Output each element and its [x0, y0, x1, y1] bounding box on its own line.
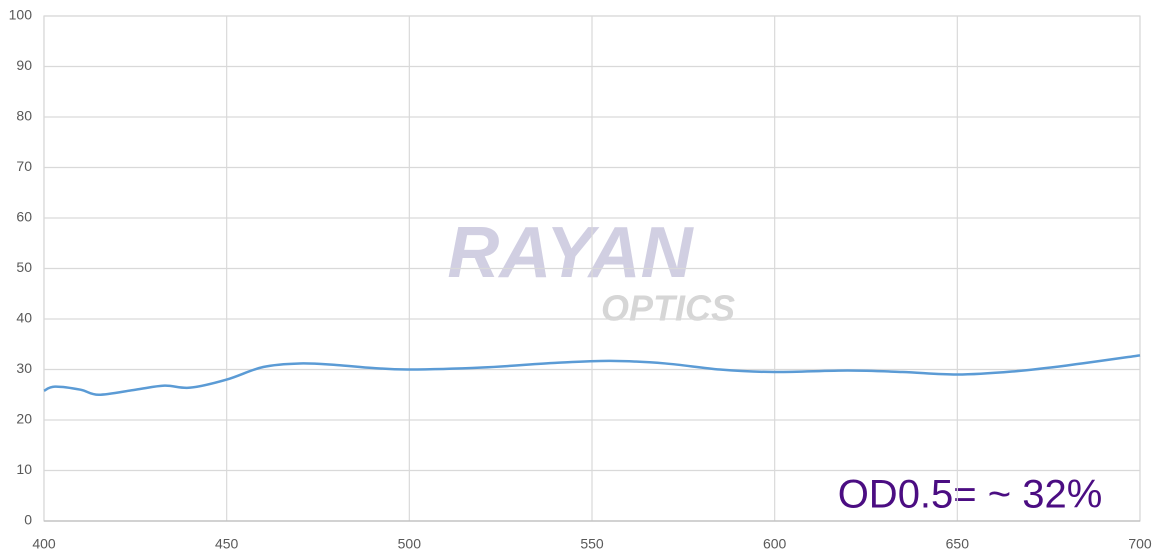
x-tick-label: 500 — [398, 536, 422, 552]
y-tick-label: 90 — [16, 57, 32, 73]
x-tick-label: 450 — [215, 536, 239, 552]
y-tick-label: 30 — [16, 360, 32, 376]
x-tick-label: 400 — [32, 536, 56, 552]
y-tick-label: 10 — [16, 461, 32, 477]
y-tick-label: 40 — [16, 310, 32, 326]
watermark-sub: OPTICS — [601, 288, 735, 329]
annotation: OD0.5= ~ 32% — [838, 473, 1103, 517]
data-line — [43, 354, 1141, 397]
y-tick-label: 20 — [16, 411, 32, 427]
watermark-main: RAYAN — [447, 213, 694, 293]
x-tick-label: 600 — [763, 536, 787, 552]
y-tick-label: 100 — [9, 7, 33, 23]
y-tick-label: 70 — [16, 158, 32, 174]
x-tick-label: 550 — [580, 536, 604, 552]
y-tick-label: 50 — [16, 259, 32, 275]
y-tick-label: 0 — [24, 512, 32, 528]
y-tick-label: 80 — [16, 108, 32, 124]
x-tick-label: 700 — [1128, 536, 1152, 552]
y-tick-label: 60 — [16, 209, 32, 225]
x-tick-label: 650 — [946, 536, 970, 552]
